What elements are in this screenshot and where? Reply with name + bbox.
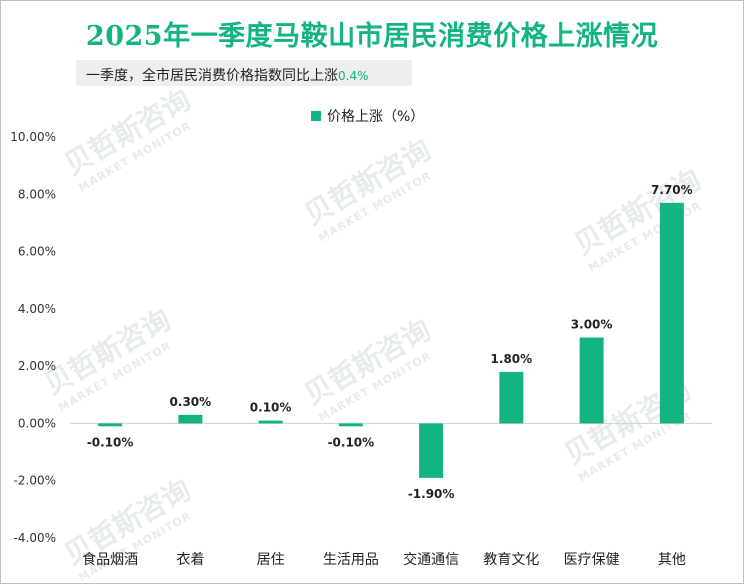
data-label: 3.00% [571,318,613,332]
y-tick-label: 8.00% [18,187,56,201]
chart-subtitle: 一季度，全市居民消费价格指数同比上涨0.4% [86,65,369,85]
subtitle-box: 一季度，全市居民消费价格指数同比上涨0.4% [76,60,412,86]
legend-swatch [311,111,321,121]
x-tick-label: 其他 [658,552,686,568]
subtitle-value: 0.4% [338,69,369,83]
data-label: -1.90% [408,487,455,501]
y-tick-label: -4.00% [14,531,56,545]
data-label: 0.30% [170,395,212,409]
x-tick-label: 生活用品 [323,552,379,568]
x-tick-label: 教育文化 [483,552,539,568]
y-tick-label: 6.00% [18,245,56,259]
y-tick-label: -2.00% [14,474,56,488]
data-label: 0.10% [250,401,292,415]
x-tick-label: 医疗保健 [564,552,620,568]
y-tick-label: 0.00% [18,416,56,430]
bar [579,337,604,424]
x-tick-label: 交通通信 [403,551,459,568]
subtitle-text: 一季度，全市居民消费价格指数同比上涨 [86,68,338,84]
x-tick-label: 衣着 [176,552,204,568]
bar [419,423,444,478]
bar [338,423,363,427]
data-label: 1.80% [491,352,533,366]
bar [98,423,123,427]
y-tick-label: 2.00% [18,359,56,373]
data-label: -0.10% [87,435,134,449]
bar [659,202,684,424]
y-tick-label: 4.00% [18,302,56,316]
data-label: 7.70% [651,183,693,197]
chart-title: 2025年一季度马鞍山市居民消费价格上涨情况 [85,21,659,52]
x-tick-label: 居住 [257,552,285,568]
bar [499,371,524,424]
x-tick-label: 食品烟酒 [82,551,138,568]
y-tick-label: 10.00% [10,130,56,144]
chart-legend: 价格上涨（%） [311,106,424,126]
data-label: -0.10% [328,435,375,449]
bar [258,420,283,424]
bar [178,414,203,424]
legend-label: 价格上涨（%） [327,109,425,125]
